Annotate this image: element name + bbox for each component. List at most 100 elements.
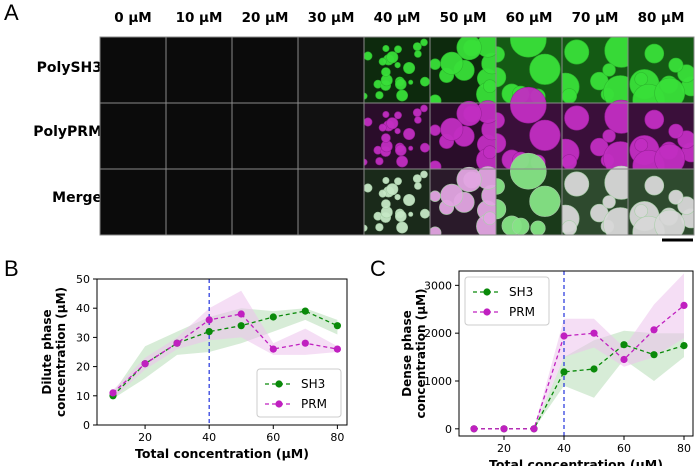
droplet [420,38,428,47]
concentration-label-60: 60 μM [505,10,553,26]
droplet [403,61,416,74]
droplet [419,208,430,219]
chart-b-plot-area [97,279,347,425]
chart-b-band-sh3 [113,308,338,399]
row-label-polyprm: PolyPRM [33,124,102,140]
chart-b-ytick-label: 50 [76,273,90,286]
concentration-label-80: 80 μM [637,10,685,26]
droplet [408,145,414,151]
droplet [602,195,616,209]
droplet [408,79,414,85]
droplet [420,104,428,113]
chart-c-xtick-label: 80 [677,442,691,455]
chart-c-point-sh3 [620,341,628,349]
chart-c-ytick-label: 2000 [424,327,452,340]
chart-b-point-prm [205,316,213,324]
droplet [564,105,590,131]
chart-c-ylabel: concentration (μM) [414,288,428,418]
chart-c-point-prm [650,326,658,334]
panel-label-b: B [4,256,19,281]
droplet [562,154,577,170]
droplet [394,111,402,120]
droplet [414,116,422,124]
droplet [496,112,505,129]
droplet [634,204,649,218]
droplet [394,210,407,222]
droplet [396,221,408,234]
droplet [386,51,399,64]
droplet [496,178,505,195]
droplet [483,211,496,225]
chart-b-point-sh3 [301,307,309,315]
chart-b-legend-marker-sh3 [275,380,283,388]
chart-b-point-prm [333,345,341,353]
droplet [668,57,684,73]
chart-b-point-sh3 [173,339,181,347]
droplet [412,108,422,117]
droplet [604,37,628,68]
droplet [396,155,408,168]
chart-c-point-prm [560,332,568,340]
droplet [483,79,496,93]
droplet [394,128,401,135]
droplet [529,119,561,151]
chart-c-point-sh3 [560,368,568,376]
droplet [375,91,384,100]
droplet [603,207,628,235]
chart-b-point-sh3 [205,328,213,336]
droplet [668,123,684,139]
chart-c-legend-marker-sh3 [483,288,491,296]
droplet [430,124,441,136]
droplet [412,42,422,51]
droplet [414,182,422,190]
droplet [564,171,590,197]
concentration-label-30: 30 μM [307,10,355,26]
chart-c-plot-area [459,271,693,436]
droplet [634,138,649,152]
droplet [509,86,547,124]
chart-b-point-prm [173,339,181,347]
droplet [381,133,391,143]
chart-c-point-sh3 [500,425,508,433]
chart-b-xlabel: Total concentration (μM) [135,446,309,461]
chart-b-ylabel: concentration (μM) [54,287,68,417]
droplet [381,67,391,77]
droplet [668,189,684,205]
grid-lines [100,37,694,235]
droplet [456,37,482,61]
droplet [644,175,665,196]
chart-b-point-sh3 [141,360,149,368]
chart-c-line-sh3 [474,343,685,430]
chart-b-ytick-label: 10 [76,390,90,403]
droplet [394,61,401,69]
droplet [382,177,390,185]
droplet [529,185,561,217]
chart-c-legend [464,276,550,326]
droplet [529,53,561,85]
concentration-label-20: 20 μM [241,10,289,26]
chart-b-frame [96,278,348,426]
chart-b-ytick-label: 0 [83,419,90,432]
droplet [382,111,390,119]
chart-b-ytick-label: 20 [76,361,90,374]
droplet [483,145,496,159]
droplet [364,51,373,61]
chart-c-point-prm [620,355,628,364]
chart-c-point-sh3 [530,425,538,433]
droplet [602,129,616,143]
droplet [394,78,407,90]
chart-c-band-sh3 [474,330,684,429]
droplet [562,88,577,104]
droplet [394,45,402,54]
panel-label-a: A [4,0,19,25]
droplet [364,158,368,166]
droplet [564,39,590,65]
chart-c-point-sh3 [680,342,688,350]
droplet [403,194,416,207]
chart-b-xtick-label: 20 [138,431,152,444]
row-label-polysh3: PolySH3 [36,60,102,76]
droplet [381,199,391,209]
chart-b-point-sh3 [109,392,117,400]
droplet [419,76,430,87]
droplet [430,226,442,235]
